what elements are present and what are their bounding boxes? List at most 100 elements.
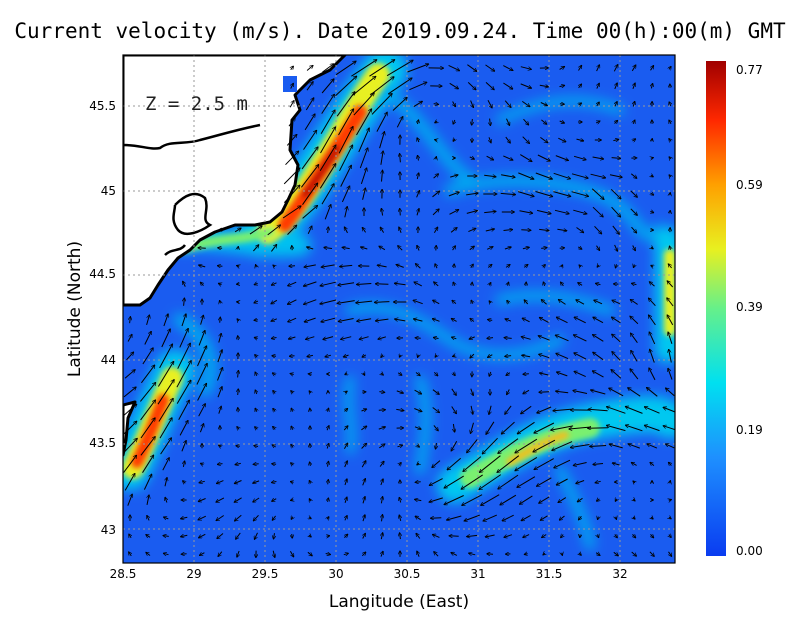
velocity-arrow bbox=[418, 120, 419, 125]
velocity-arrow bbox=[651, 534, 654, 537]
velocity-arrow bbox=[335, 61, 356, 76]
velocity-arrow bbox=[272, 338, 277, 339]
velocity-arrow bbox=[285, 151, 299, 166]
velocity-arrow bbox=[573, 462, 587, 466]
velocity-arrow bbox=[413, 101, 422, 108]
velocity-arrow bbox=[553, 172, 571, 178]
velocity-arrow bbox=[378, 337, 387, 339]
velocity-arrow bbox=[307, 355, 314, 356]
velocity-arrow bbox=[307, 551, 312, 555]
x-axis: 28.5 29 29.5 30 30.5 31 31.5 32 bbox=[110, 567, 628, 581]
velocity-arrow bbox=[435, 264, 437, 269]
velocity-arrow bbox=[288, 118, 295, 127]
velocity-arrow bbox=[616, 264, 617, 267]
velocity-arrow bbox=[380, 151, 383, 165]
velocity-arrow bbox=[344, 207, 347, 218]
velocity-arrow bbox=[309, 391, 310, 393]
velocity-arrow bbox=[489, 405, 491, 415]
velocity-arrow bbox=[360, 168, 366, 185]
velocity-arrow bbox=[198, 515, 207, 520]
velocity-arrow bbox=[304, 114, 315, 131]
velocity-arrow bbox=[249, 226, 262, 235]
velocity-arrow bbox=[503, 230, 513, 231]
velocity-arrow bbox=[414, 282, 423, 287]
velocity-arrow bbox=[452, 300, 457, 303]
velocity-arrow bbox=[470, 319, 475, 322]
velocity-arrow bbox=[253, 464, 259, 465]
velocity-arrow bbox=[288, 317, 297, 322]
velocity-arrow bbox=[521, 337, 531, 340]
velocity-arrow bbox=[305, 98, 313, 111]
velocity-arrow bbox=[320, 299, 337, 304]
velocity-arrow bbox=[362, 188, 366, 200]
velocity-arrow bbox=[273, 427, 275, 430]
velocity-arrow bbox=[612, 300, 621, 305]
velocity-arrow bbox=[537, 154, 550, 161]
velocity-arrow bbox=[483, 514, 497, 521]
velocity-arrow bbox=[432, 389, 439, 395]
velocity-arrow bbox=[271, 319, 277, 321]
velocity-arrow bbox=[669, 551, 672, 556]
velocity-arrow bbox=[362, 228, 367, 233]
velocity-arrow bbox=[123, 387, 136, 398]
velocity-arrow bbox=[615, 102, 617, 107]
velocity-arrow bbox=[435, 355, 436, 357]
velocity-arrow bbox=[413, 300, 423, 305]
velocity-arrow bbox=[255, 355, 257, 358]
velocity-arrow bbox=[573, 209, 586, 214]
velocity-arrow bbox=[140, 400, 156, 421]
velocity-arrow bbox=[200, 315, 204, 325]
velocity-arrow bbox=[127, 335, 132, 342]
velocity-arrow bbox=[434, 372, 437, 375]
velocity-arrow bbox=[235, 480, 242, 484]
velocity-arrow bbox=[271, 245, 276, 252]
velocity-arrow bbox=[201, 463, 204, 464]
velocity-arrow bbox=[197, 346, 207, 367]
velocity-arrow bbox=[613, 139, 618, 140]
velocity-arrow bbox=[573, 155, 586, 159]
velocity-arrow bbox=[451, 406, 457, 414]
velocity-arrow bbox=[651, 247, 653, 248]
velocity-arrow bbox=[574, 371, 586, 378]
velocity-arrow bbox=[273, 550, 275, 558]
velocity-arrow bbox=[338, 318, 354, 322]
velocity-arrow bbox=[591, 390, 606, 395]
velocity-arrow bbox=[358, 128, 369, 153]
velocity-arrow bbox=[161, 329, 170, 348]
velocity-arrow bbox=[615, 121, 618, 124]
y-tick-label: 45 bbox=[101, 184, 116, 198]
velocity-arrow bbox=[338, 109, 354, 136]
velocity-arrow bbox=[609, 444, 623, 449]
velocity-arrow bbox=[470, 353, 475, 358]
velocity-arrow bbox=[553, 191, 570, 197]
colorbar-tick-label: 0.00 bbox=[736, 544, 763, 558]
velocity-arrow bbox=[361, 247, 368, 249]
velocity-arrow bbox=[485, 64, 495, 71]
velocity-arrow bbox=[611, 370, 622, 379]
velocity-arrow bbox=[199, 424, 203, 433]
filament-4 bbox=[344, 375, 356, 455]
velocity-arrow bbox=[237, 427, 239, 430]
velocity-arrow bbox=[523, 374, 529, 375]
velocity-arrow bbox=[342, 247, 350, 248]
land-notch bbox=[283, 76, 297, 92]
velocity-arrow bbox=[467, 439, 478, 452]
velocity-arrow bbox=[579, 66, 582, 71]
velocity-arrow bbox=[157, 380, 174, 405]
velocity-arrow bbox=[504, 534, 513, 538]
velocity-arrow bbox=[123, 421, 136, 435]
velocity-arrow bbox=[146, 553, 151, 556]
velocity-arrow bbox=[471, 422, 474, 434]
velocity-arrow bbox=[379, 132, 385, 149]
velocity-arrow bbox=[613, 65, 617, 72]
velocity-arrow bbox=[578, 497, 583, 501]
velocity-arrow bbox=[505, 265, 510, 268]
velocity-arrow bbox=[254, 338, 257, 339]
velocity-arrow bbox=[669, 157, 671, 159]
velocity-arrow bbox=[399, 515, 400, 522]
velocity-arrow bbox=[486, 247, 493, 250]
velocity-arrow bbox=[595, 481, 601, 482]
velocity-arrow bbox=[597, 245, 600, 251]
velocity-arrow bbox=[651, 158, 653, 159]
velocity-arrow bbox=[467, 535, 478, 536]
